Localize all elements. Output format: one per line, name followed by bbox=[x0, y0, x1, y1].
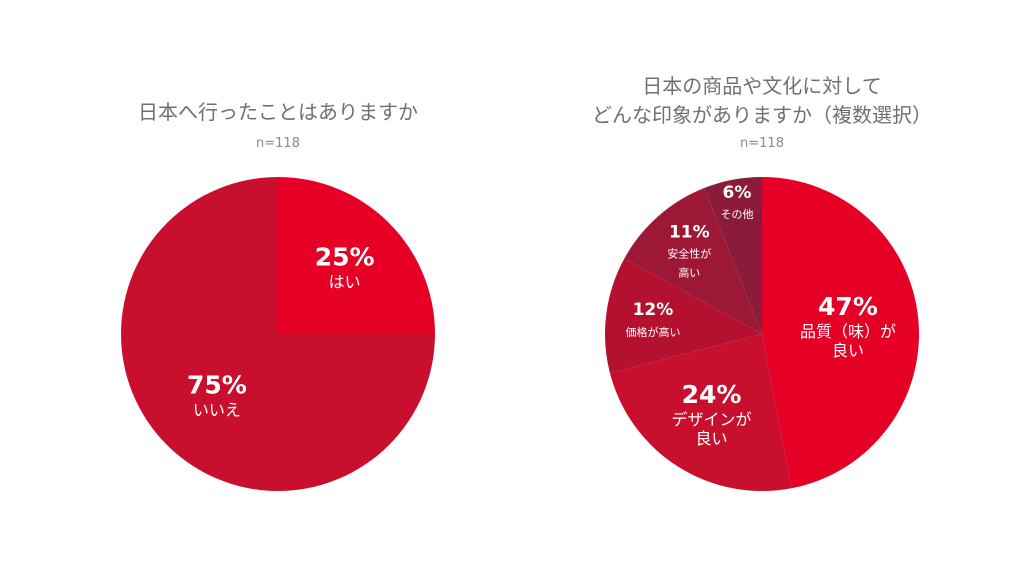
chart-subtitle: n=118 bbox=[740, 136, 784, 151]
value-label: 24% bbox=[681, 379, 742, 409]
chart-title: 日本へ行ったことはありますか bbox=[138, 100, 418, 124]
slice-label: 11% 安全性が 高い bbox=[667, 222, 711, 281]
pie-slice bbox=[704, 177, 762, 334]
slice-label: 6% その他 bbox=[720, 183, 753, 223]
slice-label: 25% はい bbox=[315, 243, 375, 292]
value-label: 12% bbox=[632, 300, 674, 321]
value-label: 75% bbox=[187, 370, 247, 400]
pie-slice bbox=[278, 177, 435, 334]
category-label: 品質（味）が 良い bbox=[799, 321, 896, 360]
chart-title: どんな印象がありますか（複数選択） bbox=[592, 103, 932, 127]
value-label: 11% bbox=[668, 222, 710, 243]
slice-label: 75% いいえ bbox=[187, 370, 247, 419]
category-label: 安全性が 高い bbox=[667, 247, 712, 280]
value-label: 6% bbox=[722, 183, 752, 204]
slice-label: 12% 価格が高い bbox=[625, 300, 680, 340]
category-label: いいえ bbox=[192, 400, 241, 420]
category-label: はい bbox=[328, 272, 361, 292]
category-label: 価格が高い bbox=[625, 325, 681, 339]
slice-label: 24% デザインが 良い bbox=[672, 379, 752, 447]
pie-slice bbox=[624, 188, 762, 334]
pie-slice bbox=[605, 258, 762, 374]
pie-slice bbox=[121, 177, 435, 491]
value-label: 25% bbox=[314, 242, 375, 272]
chart-title: 日本の商品や文化に対して bbox=[642, 74, 882, 98]
pie-slice bbox=[762, 177, 919, 489]
pie-slice bbox=[609, 334, 792, 491]
value-label: 47% bbox=[818, 291, 878, 321]
category-label: デザインが 良い bbox=[671, 409, 752, 448]
category-label: その他 bbox=[720, 208, 754, 222]
slice-label: 47% 品質（味）が 良い bbox=[800, 292, 896, 360]
chart-subtitle: n=118 bbox=[256, 136, 300, 151]
